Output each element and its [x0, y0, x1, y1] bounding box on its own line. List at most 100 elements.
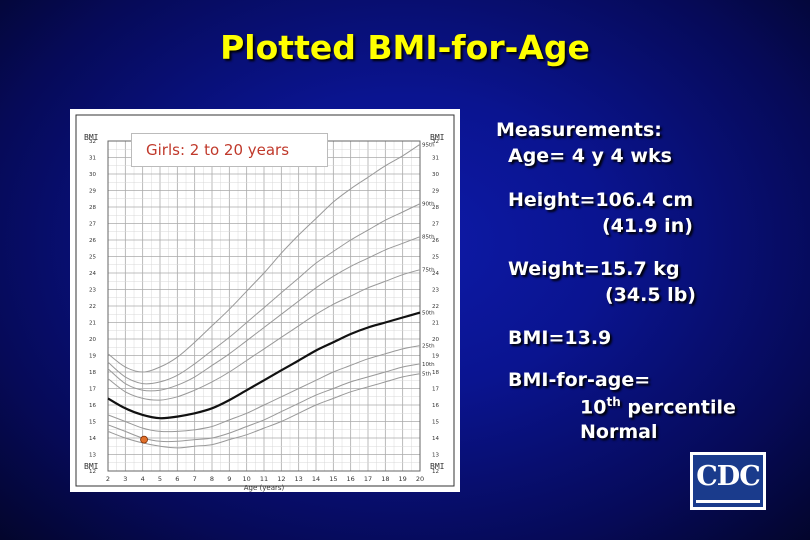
- percentile-curve-75th: [107, 269, 421, 401]
- y-tick-label-right: 32: [432, 139, 439, 145]
- measurement-height: Height=106.4 cm: [508, 189, 694, 211]
- y-tick-label-left: 32: [89, 139, 96, 145]
- series-label: 95th: [422, 142, 435, 148]
- y-tick-label-left: 15: [89, 420, 96, 426]
- x-tick-label: 12: [277, 475, 285, 483]
- cdc-logo: CDC: [690, 452, 766, 510]
- x-tick-label: 19: [399, 475, 407, 483]
- percentile-curve-5th: [107, 373, 421, 449]
- y-tick-label-right: 26: [432, 238, 439, 244]
- y-tick-label-left: 13: [89, 453, 96, 459]
- slide-title: Plotted BMI-for-Age: [220, 28, 590, 67]
- percentile-curve-25th: [107, 345, 421, 433]
- x-tick-label: 11: [260, 475, 268, 483]
- measurement-bmi-for-age: BMI-for-age=: [508, 369, 651, 391]
- x-tick-label: 17: [364, 475, 372, 483]
- y-tick-label-right: 28: [432, 205, 439, 211]
- x-tick-label: 4: [141, 475, 145, 483]
- growth-chart-svg: 2 3 4 5 6 7 8 9 10 11 12 13 14 15 16 17 18 19 201213141516…: [75, 114, 455, 492]
- x-axis-label: Age (years): [244, 484, 285, 492]
- cdc-logo-mark: CDC: [693, 455, 763, 507]
- y-tick-label-right: 18: [432, 370, 439, 376]
- percentile-word: percentile: [620, 396, 736, 419]
- series-label: 5th: [422, 372, 432, 378]
- y-tick-label-left: 31: [89, 156, 96, 162]
- y-tick-label-right: 17: [432, 387, 439, 393]
- x-tick-label: 5: [158, 475, 162, 483]
- y-tick-label-right: 27: [432, 222, 439, 228]
- y-tick-label-right: 20: [432, 337, 439, 343]
- x-tick-label: 15: [329, 475, 337, 483]
- y-tick-label-right: 19: [432, 354, 439, 360]
- percentile-curve-95th: [107, 143, 421, 373]
- y-tick-label-right: 24: [432, 271, 439, 277]
- y-tick-label-left: 12: [89, 469, 96, 475]
- y-tick-label-left: 26: [89, 238, 96, 244]
- x-tick-label: 16: [347, 475, 355, 483]
- x-tick-label: 2: [106, 475, 110, 483]
- chart-frame: [75, 114, 455, 487]
- percentile-curve-10th: [107, 363, 421, 443]
- y-tick-label-left: 22: [89, 304, 96, 310]
- x-tick-label: 7: [193, 475, 197, 483]
- y-tick-label-left: 18: [89, 370, 96, 376]
- measurement-weight-lb: (34.5 lb): [605, 284, 696, 306]
- y-tick-label-left: 28: [89, 205, 96, 211]
- cdc-logo-text: CDC: [696, 461, 760, 492]
- y-tick-label-right: 12: [432, 469, 439, 475]
- y-tick-label-right: 16: [432, 403, 439, 409]
- percentile-curve-50th: [107, 311, 421, 420]
- series-label: 90th: [422, 202, 435, 208]
- y-tick-label-right: 13: [432, 453, 439, 459]
- x-tick-label: 3: [123, 475, 127, 483]
- percentile-curve-85th: [107, 236, 421, 392]
- y-tick-label-right: 23: [432, 288, 439, 294]
- plotted-point: [140, 435, 148, 444]
- percentile-number: 10: [580, 396, 607, 419]
- y-tick-label-left: 30: [89, 172, 96, 178]
- percentile-curve-90th: [107, 203, 421, 385]
- y-tick-label-right: 21: [432, 321, 439, 327]
- y-tick-label-right: 22: [432, 304, 439, 310]
- percentile-curves: [107, 143, 421, 449]
- chart-labels: 2 3 4 5 6 7 8 9 10 11 12 13 14 15 16 17 18 19 201213141516…: [84, 133, 445, 492]
- x-tick-label: 8: [210, 475, 214, 483]
- series-label: 10th: [422, 362, 435, 368]
- measurement-bmi: BMI=13.9: [508, 327, 612, 349]
- y-tick-label-right: 14: [432, 436, 439, 442]
- y-tick-label-right: 29: [432, 189, 439, 195]
- cdc-logo-bar: [696, 500, 760, 503]
- y-tick-label-left: 23: [89, 288, 96, 294]
- series-label: 75th: [422, 268, 435, 274]
- x-tick-label: 14: [312, 475, 320, 483]
- y-tick-label-right: 25: [432, 255, 439, 261]
- measurement-category: Normal: [580, 421, 658, 443]
- plotted-point-group: [140, 435, 148, 444]
- y-axis-label-top-right: BMI: [430, 133, 445, 142]
- growth-chart: 2 3 4 5 6 7 8 9 10 11 12 13 14 15 16 17 18 19 20 12 13 14 15 16…: [70, 109, 460, 492]
- y-tick-label-left: 14: [89, 436, 96, 442]
- y-axis-label-top-left: BMI: [84, 133, 99, 142]
- y-axis-label-bottom-right: BMI: [430, 462, 445, 471]
- measurement-percentile: 10th percentile: [580, 395, 736, 418]
- x-tick-label: 10: [243, 475, 251, 483]
- measurement-weight: Weight=15.7 kg: [508, 258, 680, 280]
- y-tick-label-left: 19: [89, 354, 96, 360]
- x-tick-label: 6: [175, 475, 179, 483]
- y-axis-label-bottom-left: BMI: [84, 462, 99, 471]
- y-tick-label-left: 24: [89, 271, 96, 277]
- x-tick-label: 20: [416, 475, 424, 483]
- y-tick-label-left: 21: [89, 321, 96, 327]
- y-tick-label-left: 29: [89, 189, 96, 195]
- y-tick-label-right: 31: [432, 156, 439, 162]
- series-label: 85th: [422, 235, 435, 241]
- y-tick-label-left: 16: [89, 403, 96, 409]
- x-tick-label: 9: [227, 475, 231, 483]
- y-tick-label-right: 15: [432, 420, 439, 426]
- measurements-heading: Measurements:: [496, 119, 662, 141]
- measurement-height-in: (41.9 in): [602, 215, 693, 237]
- y-tick-label-left: 17: [89, 387, 96, 393]
- chart-grid: [75, 114, 455, 487]
- series-label: 50th: [422, 311, 435, 317]
- y-tick-label-left: 20: [89, 337, 96, 343]
